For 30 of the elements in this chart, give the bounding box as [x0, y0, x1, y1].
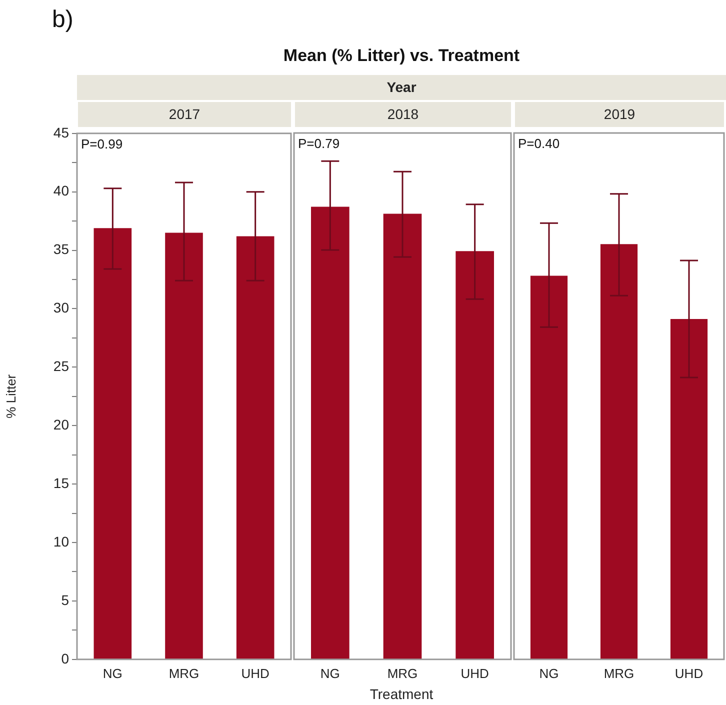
- x-tick-label: MRG: [387, 666, 418, 681]
- text: b): [52, 6, 74, 34]
- chart-title: Mean (% Litter) vs. Treatment: [282, 46, 521, 66]
- x-tick-label: NG: [320, 666, 340, 681]
- y-tick-label: 35: [53, 241, 70, 258]
- x-tick-label: NG: [539, 666, 559, 681]
- y-tick-label: 45: [53, 124, 70, 140]
- y-tick-label: 20: [53, 416, 70, 432]
- y-tick-label: 15: [53, 474, 70, 491]
- x-tick-label: UHD: [241, 666, 270, 681]
- y-axis-title: % Litter: [3, 374, 18, 418]
- x-tick-label: MRG: [168, 666, 200, 681]
- annotation: P=0.79: [298, 136, 340, 152]
- y-tick-label: 5: [61, 592, 70, 608]
- annotation: P=0.40: [518, 136, 560, 152]
- y-tick-label: 0: [61, 650, 70, 666]
- x-tick-label: NG: [102, 666, 122, 681]
- y-tick-label: 10: [53, 533, 70, 550]
- text: Year: [77, 75, 726, 100]
- x-axis-title: Treatment: [368, 686, 434, 702]
- chart-subtitle: 2017: [78, 102, 291, 127]
- chart-subtitle: 2019: [515, 102, 724, 127]
- x-tick-label: MRG: [604, 666, 634, 681]
- y-tick-label: 40: [53, 182, 70, 199]
- y-tick-label: 30: [53, 300, 70, 316]
- x-tick-label: UHD: [460, 666, 489, 681]
- chart-subtitle: 2018: [295, 102, 511, 127]
- y-tick-label: 25: [53, 358, 70, 374]
- x-tick-label: UHD: [674, 666, 704, 681]
- annotation: P=0.99: [81, 136, 123, 152]
